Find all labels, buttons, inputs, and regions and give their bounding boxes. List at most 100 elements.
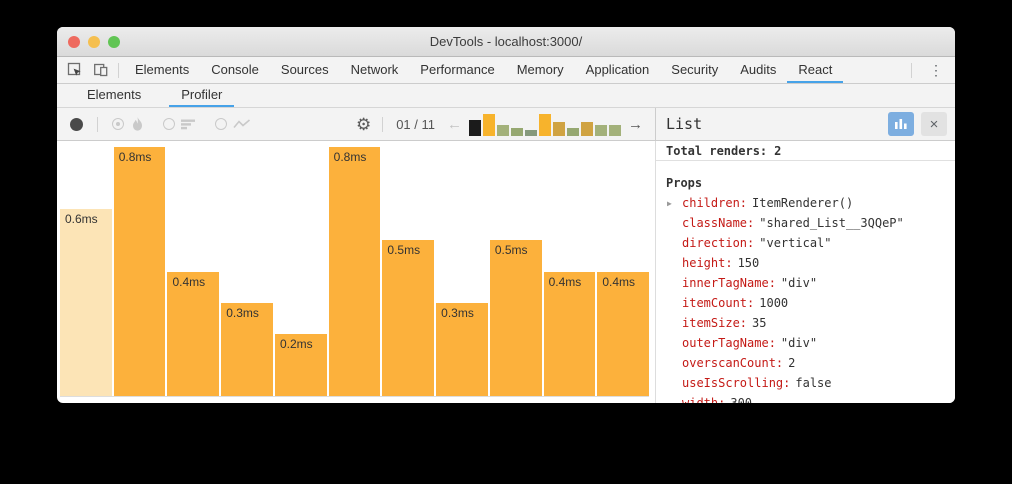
snapshot-mini-bar[interactable] [567,128,579,136]
prop-row-overscancount: overscanCount:2 [656,353,955,373]
prop-key: direction: [682,236,754,250]
prop-value: "shared_List__3QQeP" [759,216,904,230]
tab-audits[interactable]: Audits [729,57,787,83]
chart-bars: 0.6ms0.8ms0.4ms0.3ms0.2ms0.8ms0.5ms0.3ms… [60,141,649,397]
snapshot-mini-bar[interactable] [525,130,537,136]
tab-bar-icons [57,57,113,83]
interactions-radio[interactable] [215,118,227,130]
tab-security[interactable]: Security [660,57,729,83]
profiler-content: 0.6ms0.8ms0.4ms0.3ms0.2ms0.8ms0.5ms0.3ms… [57,141,955,403]
snapshot-mini-bar[interactable] [553,122,565,136]
prev-snapshot-icon[interactable]: ← [443,117,466,132]
prop-key: overscanCount: [682,356,783,370]
prop-row-children: ▶children: ItemRenderer() [656,193,955,213]
prop-value: 35 [752,316,766,330]
snapshot-mini-bar[interactable] [609,125,621,136]
prop-value: "div" [781,276,817,290]
total-renders-row: Total renders: 2 [656,141,955,161]
prop-value: 1000 [759,296,788,310]
commit-bar-label: 0.4ms [544,272,596,289]
snapshot-mini-bar[interactable] [581,122,593,136]
minimize-window-button[interactable] [88,36,100,48]
commit-bar-label: 0.5ms [382,240,434,257]
prop-row-width: width:300 [656,393,955,403]
prop-value: "vertical" [759,236,831,250]
devtools-window: DevTools - localhost:3000/ ElementsConso… [57,27,955,403]
total-renders-label: Total renders: [666,144,767,158]
subtab-elements[interactable]: Elements [75,84,153,107]
view-option-flamegraph[interactable] [112,116,145,132]
prop-value: "div" [781,336,817,350]
flame-icon [130,116,145,132]
commit-bar-selected[interactable]: 0.6ms [60,209,112,396]
ranked-radio[interactable] [163,118,175,130]
prop-key: children: [682,196,747,210]
more-options-menu-icon[interactable]: ⋮ [917,57,955,83]
snapshot-mini-bar[interactable] [511,128,523,136]
tab-sources[interactable]: Sources [270,57,340,83]
snapshot-mini-bar-selected[interactable] [469,120,481,136]
bar-chart-icon [894,118,908,130]
divider [97,117,98,132]
expand-arrow-icon[interactable]: ▶ [667,199,682,208]
zoom-window-button[interactable] [108,36,120,48]
commit-bar-label: 0.6ms [60,209,112,226]
tab-console[interactable]: Console [200,57,270,83]
main-tab-bar: ElementsConsoleSourcesNetworkPerformance… [57,57,955,84]
commit-bar[interactable]: 0.4ms [544,272,596,396]
device-toolbar-icon[interactable] [93,62,109,78]
inspect-element-icon[interactable] [67,62,83,78]
prop-row-outertagname: outerTagName: "div" [656,333,955,353]
prop-key: outerTagName: [682,336,776,350]
prop-value: ItemRenderer() [752,196,853,210]
commit-bar[interactable]: 0.3ms [221,303,273,396]
render-chart-button[interactable] [888,112,914,136]
snapshot-mini-bar[interactable] [497,125,509,136]
commit-bar-label: 0.8ms [329,147,381,164]
snapshot-mini-bar[interactable] [483,114,495,136]
tab-network[interactable]: Network [340,57,410,83]
next-snapshot-icon[interactable]: → [624,117,647,132]
commit-bar[interactable]: 0.5ms [382,240,434,396]
snapshot-mini-bar[interactable] [539,114,551,136]
close-window-button[interactable] [68,36,80,48]
prop-value: 300 [730,396,752,403]
prop-row-height: height:150 [656,253,955,273]
prop-value: false [795,376,831,390]
commit-bar[interactable]: 0.3ms [436,303,488,396]
flamegraph-radio[interactable] [112,118,124,130]
commit-bar[interactable]: 0.5ms [490,240,542,396]
close-icon[interactable]: × [921,112,947,136]
main-tab-bar-tabs: ElementsConsoleSourcesNetworkPerformance… [124,57,843,83]
subtab-profiler[interactable]: Profiler [169,84,234,107]
traffic-lights [68,36,120,48]
commit-bar[interactable]: 0.4ms [167,272,219,396]
tab-application[interactable]: Application [575,57,661,83]
record-icon[interactable] [70,118,83,131]
commit-bar[interactable]: 0.4ms [597,272,649,396]
prop-row-itemcount: itemCount:1000 [656,293,955,313]
tab-elements[interactable]: Elements [124,57,200,83]
commit-bar-label: 0.3ms [436,303,488,320]
prop-row-useisscrolling: useIsScrolling: false [656,373,955,393]
tab-performance[interactable]: Performance [409,57,505,83]
divider [118,63,119,78]
component-details-panel: Total renders: 2 Props ▶children:ItemRen… [655,141,955,403]
gear-icon[interactable]: ⚙ [356,116,371,133]
prop-key: useIsScrolling: [682,376,790,390]
commit-bar[interactable]: 0.8ms [114,147,166,396]
react-sub-tab-bar: Elements Profiler [57,84,955,108]
title-bar: DevTools - localhost:3000/ [57,27,955,57]
selected-component-name: List [666,115,702,133]
tab-memory[interactable]: Memory [506,57,575,83]
tab-react[interactable]: React [787,57,843,83]
view-option-ranked[interactable] [163,118,197,130]
divider [911,63,912,78]
view-option-interactions[interactable] [215,118,251,130]
prop-key: className: [682,216,754,230]
commit-bar-label: 0.5ms [490,240,542,257]
snapshot-mini-bar[interactable] [595,125,607,136]
commit-bar[interactable]: 0.8ms [329,147,381,396]
divider [382,117,383,132]
commit-bar[interactable]: 0.2ms [275,334,327,396]
